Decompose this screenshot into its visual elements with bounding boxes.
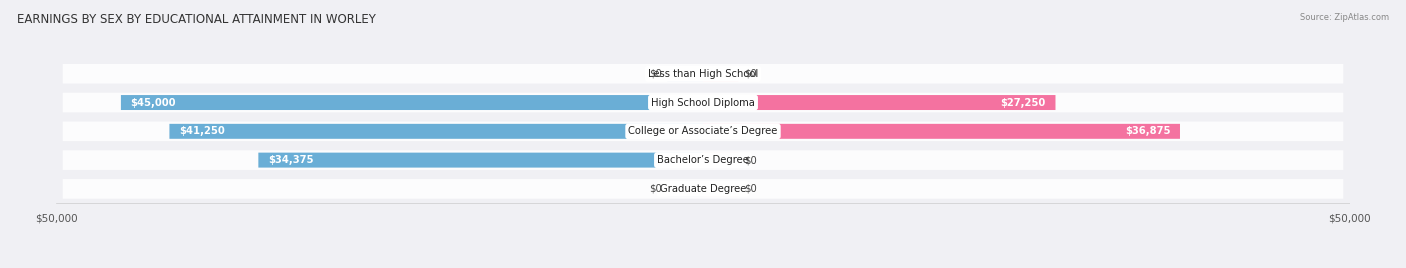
FancyBboxPatch shape bbox=[668, 181, 703, 196]
FancyBboxPatch shape bbox=[703, 152, 738, 168]
FancyBboxPatch shape bbox=[668, 66, 703, 81]
FancyBboxPatch shape bbox=[703, 124, 1180, 139]
FancyBboxPatch shape bbox=[63, 150, 1343, 170]
FancyBboxPatch shape bbox=[703, 95, 1056, 110]
Text: $0: $0 bbox=[650, 69, 662, 79]
Legend: Male, Female: Male, Female bbox=[652, 267, 754, 268]
Text: Source: ZipAtlas.com: Source: ZipAtlas.com bbox=[1301, 13, 1389, 23]
Text: EARNINGS BY SEX BY EDUCATIONAL ATTAINMENT IN WORLEY: EARNINGS BY SEX BY EDUCATIONAL ATTAINMEN… bbox=[17, 13, 375, 27]
FancyBboxPatch shape bbox=[63, 64, 1343, 84]
Text: Bachelor’s Degree: Bachelor’s Degree bbox=[657, 155, 749, 165]
Text: $0: $0 bbox=[650, 184, 662, 194]
Text: $0: $0 bbox=[744, 184, 756, 194]
FancyBboxPatch shape bbox=[121, 95, 703, 110]
Text: College or Associate’s Degree: College or Associate’s Degree bbox=[628, 126, 778, 136]
FancyBboxPatch shape bbox=[703, 66, 738, 81]
Text: Less than High School: Less than High School bbox=[648, 69, 758, 79]
Text: Graduate Degree: Graduate Degree bbox=[659, 184, 747, 194]
Text: $41,250: $41,250 bbox=[179, 126, 225, 136]
Text: $27,250: $27,250 bbox=[1001, 98, 1046, 107]
FancyBboxPatch shape bbox=[259, 152, 703, 168]
Text: $0: $0 bbox=[744, 69, 756, 79]
Text: $36,875: $36,875 bbox=[1125, 126, 1170, 136]
FancyBboxPatch shape bbox=[63, 93, 1343, 112]
FancyBboxPatch shape bbox=[703, 181, 738, 196]
Text: $45,000: $45,000 bbox=[131, 98, 176, 107]
Text: High School Diploma: High School Diploma bbox=[651, 98, 755, 107]
FancyBboxPatch shape bbox=[63, 121, 1343, 141]
FancyBboxPatch shape bbox=[63, 179, 1343, 199]
FancyBboxPatch shape bbox=[170, 124, 703, 139]
Text: $34,375: $34,375 bbox=[269, 155, 314, 165]
Text: $0: $0 bbox=[744, 155, 756, 165]
